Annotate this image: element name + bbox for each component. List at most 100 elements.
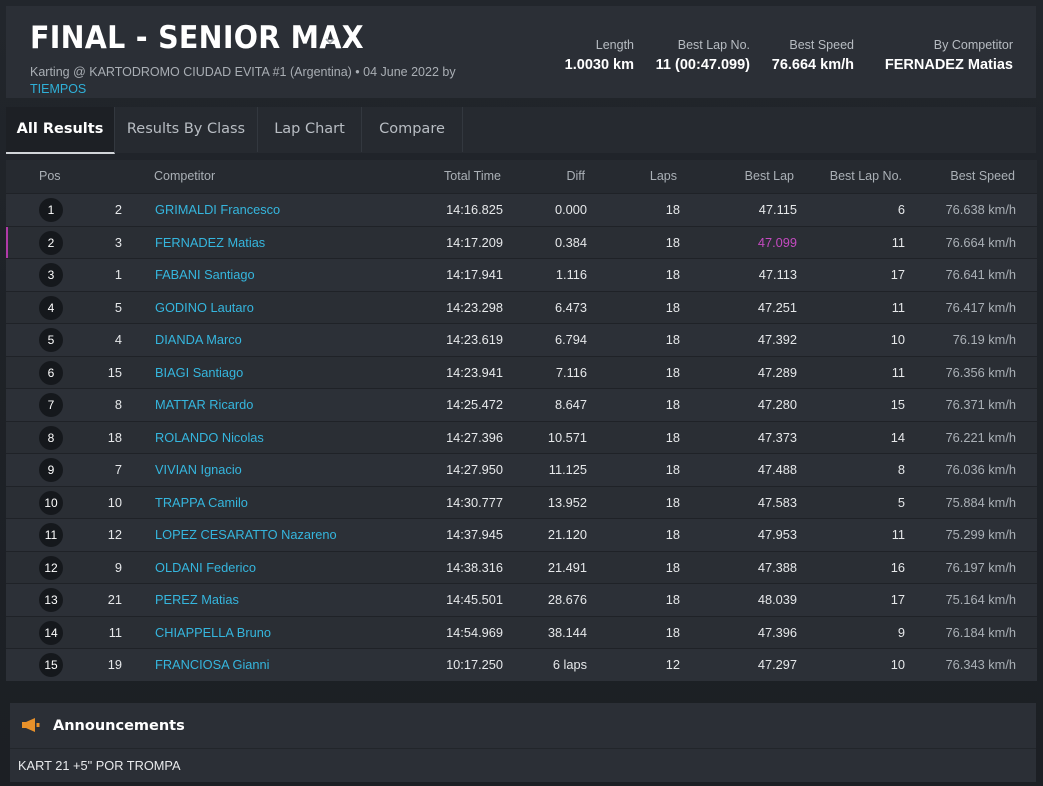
total-time: 14:27.396 (446, 429, 503, 445)
diff: 6.794 (554, 332, 587, 347)
col-best-lap[interactable]: Best Lap (744, 169, 794, 183)
col-diff[interactable]: Diff (566, 169, 585, 183)
kart-number: 12 (107, 527, 122, 542)
best-lap-no: 17 (890, 267, 905, 282)
competitor-name[interactable]: FRANCIOSA Gianni (155, 657, 270, 672)
best-lap: 47.280 (757, 397, 797, 412)
table-row[interactable]: 4 5 GODINO Lautaro 14:23.298 6.473 18 47.251 11… (6, 290, 1037, 323)
table-row[interactable]: 13 21 PEREZ Matias 14:45.501 28.676 18 48.039 1… (6, 583, 1037, 616)
position-badge: 14 (39, 620, 63, 645)
best-speed: 76.221 km/h (945, 429, 1016, 445)
table-row[interactable]: 14 11 CHIAPPELLA Bruno 14:54.969 38.144 18 47.… (6, 615, 1037, 648)
total-time: 14:23.298 (446, 299, 503, 315)
diff: 21.120 (547, 527, 587, 542)
col-total-time[interactable]: Total Time (444, 169, 501, 183)
competitor-name[interactable]: MATTAR Ricardo (155, 397, 254, 412)
competitor-name[interactable]: DIANDA Marco (155, 332, 242, 347)
stat-value: 11 (00:47.099) (655, 57, 750, 73)
laps: 18 (665, 364, 680, 380)
diff: 8.647 (554, 397, 587, 412)
tab-lap-chart[interactable]: Lap Chart (258, 107, 362, 152)
position-badge: 5 (39, 328, 63, 352)
table-header: Pos Competitor Total Time Diff Laps Best… (6, 160, 1037, 193)
best-lap: 48.039 (757, 592, 797, 607)
competitor-name[interactable]: FABANI Santiago (155, 267, 255, 282)
laps: 18 (665, 592, 680, 607)
table-row[interactable]: 12 9 OLDANI Federico 14:38.316 21.491 18 47.38… (6, 550, 1037, 583)
best-lap-no: 15 (890, 397, 905, 412)
table-row[interactable]: 10 10 TRAPPA Camilo 14:30.777 13.952 18 47.583… (6, 485, 1037, 518)
col-laps[interactable]: Laps (649, 169, 677, 183)
col-pos[interactable]: Pos (39, 169, 61, 183)
diff: 0.000 (554, 202, 587, 217)
total-time: 14:23.941 (446, 364, 503, 380)
competitor-name[interactable]: GRIMALDI Francesco (155, 202, 281, 217)
session-info: Karting @ KARTODROMO CIUDAD EVITA #1 (Ar… (30, 65, 456, 79)
results-tabs: All Results Results By Class Lap Chart C… (6, 107, 1036, 154)
competitor-name[interactable]: LOPEZ CESARATTO Nazareno (155, 527, 337, 542)
table-row[interactable]: 5 4 DIANDA Marco 14:23.619 6.794 18 47.392 10 76… (6, 323, 1037, 356)
competitor-name[interactable]: VIVIAN Ignacio (155, 462, 242, 477)
kart-number: 21 (107, 592, 122, 607)
best-lap: 47.392 (757, 332, 797, 347)
table-row[interactable]: 1 2 GRIMALDI Francesco 14:16.825 0.000 18 47.1… (6, 193, 1037, 226)
kart-number: 7 (114, 462, 122, 477)
session-title[interactable]: FINAL - SENIOR MAX (30, 20, 364, 56)
best-speed: 75.299 km/h (945, 527, 1016, 542)
best-lap: 47.583 (757, 494, 797, 510)
competitor-name[interactable]: GODINO Lautaro (155, 299, 254, 315)
table-row[interactable]: 3 1 FABANI Santiago 14:17.941 1.116 18 47.113 1… (6, 258, 1037, 291)
session-subtitle: Karting @ KARTODROMO CIUDAD EVITA #1 (Ar… (30, 64, 480, 98)
competitor-name[interactable]: CHIAPPELLA Bruno (155, 624, 271, 640)
table-row[interactable]: 8 18 ROLANDO Nicolas 14:27.396 10.571 18 47.37… (6, 420, 1037, 453)
best-speed: 76.343 km/h (945, 657, 1016, 672)
tab-results-by-class[interactable]: Results By Class (115, 107, 258, 152)
kart-number: 2 (114, 202, 122, 217)
kart-number: 5 (114, 299, 122, 315)
tab-all-results[interactable]: All Results (6, 107, 115, 154)
best-speed: 76.417 km/h (945, 299, 1016, 315)
position-badge: 11 (39, 523, 63, 547)
best-speed: 75.884 km/h (945, 494, 1016, 510)
stat-value: 76.664 km/h (771, 57, 854, 73)
best-lap-no: 17 (890, 592, 905, 607)
table-row[interactable]: 9 7 VIVIAN Ignacio 14:27.950 11.125 18 47.488 8… (6, 453, 1037, 486)
kart-number: 10 (107, 494, 122, 510)
diff: 0.384 (554, 234, 587, 250)
chevron-down-icon[interactable] (324, 35, 336, 47)
table-row[interactable]: 2 3 FERNADEZ Matias 14:17.209 0.384 18 47.099 1… (6, 225, 1037, 258)
total-time: 14:30.777 (446, 494, 503, 510)
diff: 11.125 (548, 462, 587, 477)
stat-value: FERNADEZ Matias (884, 57, 1013, 73)
stat-value: 1.0030 km (564, 57, 634, 73)
competitor-name[interactable]: PEREZ Matias (155, 592, 239, 607)
stat-label: Best Speed (789, 38, 854, 52)
laps: 18 (665, 559, 680, 575)
total-time: 14:37.945 (446, 527, 503, 542)
competitor-name[interactable]: ROLANDO Nicolas (155, 429, 264, 445)
total-time: 10:17.250 (446, 657, 503, 672)
organizer-link[interactable]: TIEMPOS (30, 82, 87, 96)
col-competitor[interactable]: Competitor (154, 169, 216, 183)
kart-number: 3 (114, 234, 122, 250)
table-row[interactable]: 6 15 BIAGI Santiago 14:23.941 7.116 18 47.289 1… (6, 355, 1037, 388)
col-best-speed[interactable]: Best Speed (950, 169, 1015, 183)
best-lap: 47.388 (757, 559, 797, 575)
laps: 18 (665, 494, 680, 510)
stat-by-competitor: By Competitor FERNADEZ Matias (885, 38, 1013, 73)
competitor-name[interactable]: BIAGI Santiago (155, 364, 244, 380)
col-best-lap-no[interactable]: Best Lap No. (829, 169, 902, 183)
competitor-name[interactable]: FERNADEZ Matias (155, 234, 266, 250)
table-row[interactable]: 11 12 LOPEZ CESARATTO Nazareno 14:37.945 21.… (6, 518, 1037, 551)
competitor-name[interactable]: OLDANI Federico (155, 559, 256, 575)
best-speed: 76.664 km/h (945, 234, 1016, 250)
total-time: 14:38.316 (446, 559, 503, 575)
best-lap-no: 5 (897, 494, 905, 510)
diff: 6 laps (552, 657, 587, 672)
competitor-name[interactable]: TRAPPA Camilo (155, 494, 248, 510)
table-row[interactable]: 15 19 FRANCIOSA Gianni 10:17.250 6 laps 12 47.… (6, 648, 1037, 681)
total-time: 14:54.969 (446, 624, 503, 640)
table-row[interactable]: 7 8 MATTAR Ricardo 14:25.472 8.647 18 47.280 15… (6, 388, 1037, 421)
total-time: 14:16.825 (446, 202, 503, 217)
tab-compare[interactable]: Compare (362, 107, 463, 152)
